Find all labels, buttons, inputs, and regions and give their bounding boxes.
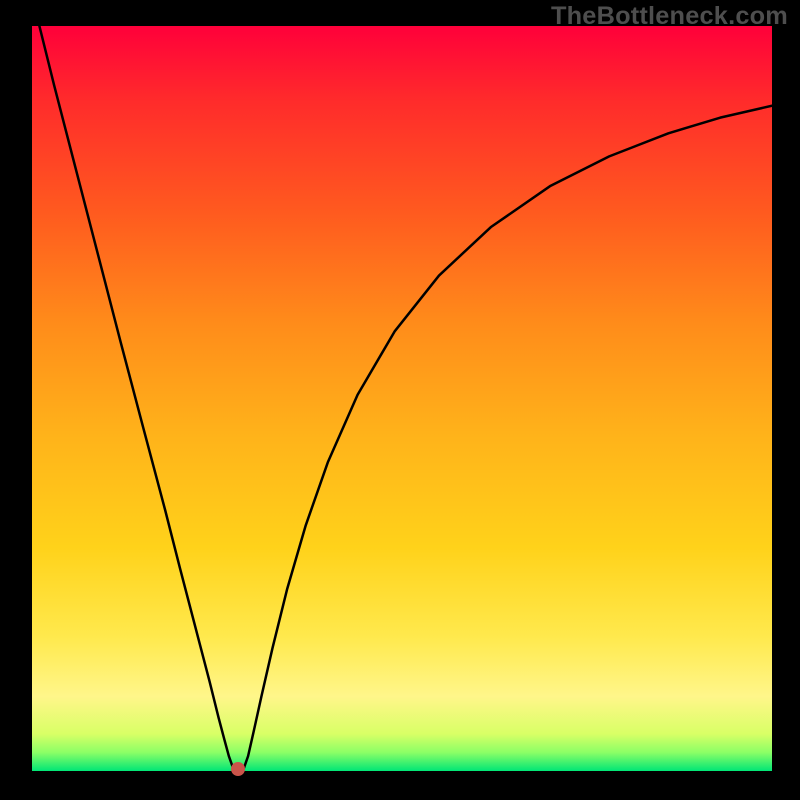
plot-area <box>32 26 772 771</box>
chart-stage: TheBottleneck.com <box>0 0 800 800</box>
watermark-text: TheBottleneck.com <box>551 2 788 31</box>
minimum-marker <box>231 762 245 776</box>
gradient-background <box>32 26 772 771</box>
